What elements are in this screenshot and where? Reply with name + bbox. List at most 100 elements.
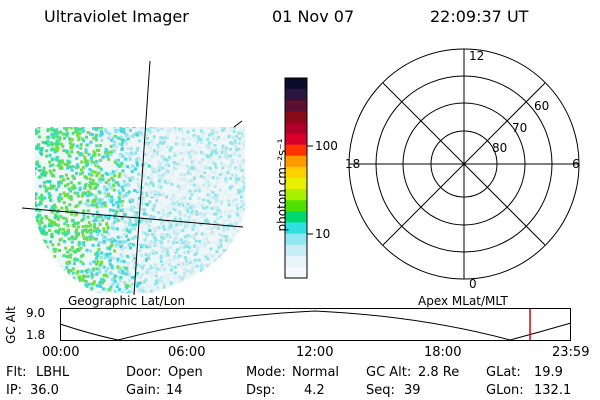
emission-pixel <box>182 152 186 155</box>
emission-pixel <box>222 129 226 133</box>
emission-pixel <box>119 129 123 133</box>
emission-pixel <box>62 178 65 182</box>
emission-pixel <box>247 217 250 220</box>
emission-pixel <box>228 219 232 223</box>
emission-pixel <box>196 246 200 250</box>
emission-pixel <box>247 216 250 219</box>
emission-pixel <box>178 217 182 221</box>
emission-pixel <box>111 203 115 207</box>
emission-pixel <box>210 140 214 144</box>
emission-pixel <box>193 289 197 292</box>
emission-pixel <box>140 150 144 153</box>
emission-pixel <box>87 282 91 286</box>
emission-pixel <box>217 287 221 291</box>
emission-pixel <box>231 233 235 237</box>
emission-pixel <box>207 273 211 277</box>
emission-pixel <box>101 281 105 285</box>
emission-pixel <box>75 285 79 289</box>
mlat-label-60: 60 <box>534 99 549 113</box>
emission-pixel <box>48 218 52 222</box>
emission-pixel <box>95 144 99 148</box>
emission-pixel <box>151 226 155 230</box>
emission-pixel <box>135 161 139 165</box>
emission-pixel <box>206 240 210 244</box>
emission-pixel <box>106 246 110 250</box>
emission-pixel <box>158 182 162 186</box>
emission-pixel <box>142 264 146 267</box>
emission-pixel <box>127 244 131 247</box>
emission-pixel <box>75 228 79 232</box>
emission-pixel <box>188 182 192 186</box>
emission-pixel <box>40 292 44 293</box>
emission-pixel <box>125 292 129 293</box>
emission-pixel <box>39 277 43 280</box>
emission-pixel <box>150 194 154 197</box>
emission-pixel <box>172 226 176 229</box>
emission-pixel <box>56 217 60 221</box>
emission-pixel <box>120 247 124 251</box>
emission-pixel <box>114 244 118 248</box>
emission-pixel <box>159 256 163 260</box>
emission-pixel <box>177 142 181 146</box>
emission-pixel <box>38 267 42 271</box>
emission-pixel <box>40 193 44 197</box>
emission-pixel <box>92 237 96 241</box>
emission-pixel <box>195 251 199 255</box>
emission-pixel <box>76 151 80 154</box>
emission-pixel <box>216 226 220 230</box>
emission-pixel <box>45 149 49 153</box>
emission-pixel <box>132 205 136 209</box>
emission-pixel <box>153 152 157 156</box>
emission-pixel <box>93 223 97 227</box>
emission-pixel <box>244 128 245 132</box>
emission-pixel <box>180 188 184 192</box>
timeline-ylabel: GC Alt <box>4 306 18 344</box>
emission-pixel <box>57 242 61 246</box>
emission-pixel <box>64 282 68 286</box>
emission-pixel <box>247 178 250 181</box>
orbit-timeline <box>59 308 572 341</box>
emission-pixel <box>157 173 161 177</box>
emission-pixel <box>52 184 56 188</box>
emission-pixel <box>123 232 126 236</box>
emission-pixel <box>87 229 91 233</box>
emission-pixel <box>52 168 56 172</box>
emission-pixel <box>207 293 210 296</box>
emission-pixel <box>129 220 132 224</box>
emission-pixel <box>64 184 67 188</box>
emission-pixel <box>73 286 77 290</box>
emission-pixel <box>189 258 193 262</box>
emission-pixel <box>127 290 131 293</box>
emission-pixel <box>204 265 208 269</box>
emission-pixel <box>161 236 165 240</box>
emission-pixel <box>89 156 93 160</box>
colorbar-segment <box>285 122 307 135</box>
emission-pixel <box>115 169 119 173</box>
emission-pixel <box>103 204 107 208</box>
emission-pixel <box>149 214 153 218</box>
emission-pixel <box>233 127 236 129</box>
emission-pixel <box>241 289 245 293</box>
emission-pixel <box>139 276 142 279</box>
emission-pixel <box>228 270 232 274</box>
emission-pixel <box>42 277 46 281</box>
mlt-label-18: 18 <box>345 157 360 171</box>
emission-pixel <box>35 267 36 271</box>
emission-pixel <box>172 241 176 245</box>
emission-pixel <box>76 258 79 262</box>
emission-pixel <box>116 235 120 239</box>
emission-pixel <box>210 227 214 231</box>
emission-pixel <box>169 281 173 285</box>
emission-pixel <box>112 184 116 187</box>
emission-pixel <box>63 279 67 283</box>
emission-pixel <box>42 229 46 233</box>
emission-pixel <box>141 231 145 235</box>
emission-pixel <box>111 170 115 174</box>
emission-pixel <box>172 229 176 233</box>
emission-pixel <box>70 236 74 240</box>
emission-pixel <box>160 275 164 279</box>
emission-pixel <box>204 279 208 283</box>
emission-pixel <box>108 198 111 202</box>
emission-pixel <box>118 279 122 283</box>
emission-pixel <box>188 153 192 157</box>
